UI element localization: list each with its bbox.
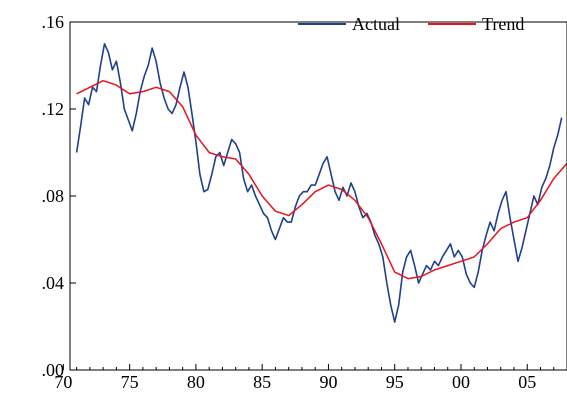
y-tick-label: .04: [42, 273, 65, 293]
series-line-trend: [76, 79, 567, 280]
legend-label-trend: Trend: [482, 14, 524, 34]
x-tick-label: 95: [386, 372, 404, 392]
y-tick-label: .16: [42, 12, 65, 32]
x-tick-label: 85: [253, 372, 271, 392]
y-tick-label: .08: [42, 186, 65, 206]
x-tick-label: 90: [319, 372, 337, 392]
x-tick-label: 75: [121, 372, 139, 392]
legend-label-actual: Actual: [352, 14, 400, 34]
series-layer: [75, 42, 567, 323]
y-tick-label: .00: [42, 360, 65, 380]
x-tick-label: 80: [187, 372, 205, 392]
y-tick-label: .12: [42, 99, 65, 119]
plot-frame: [69, 21, 567, 371]
series-line-actual: [75, 42, 563, 323]
x-tick-label: 00: [452, 372, 470, 392]
legend: Actual Trend: [298, 14, 524, 34]
x-tick-label: 05: [518, 372, 536, 392]
plot-area: [70, 22, 567, 370]
y-axis-ticks: .00 .04 .08 .12 .16: [42, 12, 76, 380]
x-tick-label: 70: [54, 372, 72, 392]
x-axis-ticks: 70 75 80 85 90 95 00 05: [54, 364, 567, 392]
